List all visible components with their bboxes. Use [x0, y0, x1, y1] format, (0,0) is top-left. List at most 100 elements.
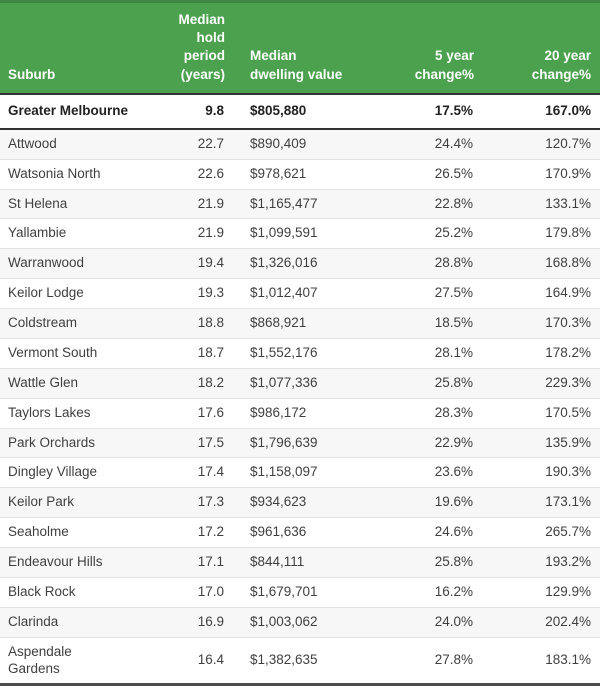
- change-20yr-cell: 168.8%: [545, 255, 591, 271]
- hold-period-cell: 16.9: [197, 613, 224, 629]
- hold-period-cell: 16.4: [197, 652, 224, 668]
- change-5yr-cell: 22.9%: [434, 434, 473, 450]
- change-20yr-cell: 202.4%: [545, 613, 591, 629]
- dwelling-value-cell: $1,158,097: [250, 464, 318, 480]
- change-5yr-cell: 22.8%: [434, 195, 473, 211]
- dwelling-value-cell: $978,621: [250, 165, 307, 181]
- dwelling-value-cell: $934,623: [250, 494, 307, 510]
- dwelling-value-cell: $844,111: [250, 554, 305, 569]
- change-5yr-cell: 25.8%: [434, 374, 473, 390]
- table-row: Endeavour Hills 17.1 $844,111 25.8% 193.2%: [0, 547, 600, 578]
- table-row: Park Orchards 17.5 $1,796,639 22.9% 135.9%: [0, 428, 600, 458]
- change-20yr-cell: 164.9%: [545, 285, 591, 301]
- dwelling-value-cell: $890,409: [250, 135, 307, 151]
- suburb-cell: Greater Melbourne: [8, 102, 129, 118]
- change-20yr-cell: 170.3%: [545, 315, 591, 330]
- change-20yr-cell: 178.2%: [545, 344, 591, 360]
- change-5yr-cell: 27.5%: [434, 285, 473, 301]
- change-20yr-cell: 133.1%: [545, 195, 591, 211]
- suburb-cell: Attwood: [8, 135, 57, 151]
- table-row: Aspendale Gardens 16.4 $1,382,635 27.8% 183.…: [0, 637, 600, 685]
- change-20yr-cell: 135.9%: [545, 434, 591, 450]
- change-20yr-cell: 229.3%: [545, 374, 591, 390]
- change-5yr-cell: 18.5%: [434, 315, 473, 330]
- hold-period-cell: 22.6: [197, 165, 224, 181]
- suburb-cell: Keilor Park: [8, 494, 75, 510]
- hold-period-cell: 17.4: [197, 464, 224, 480]
- table-row: Taylors Lakes 17.6 $986,172 28.3% 170.5%: [0, 398, 600, 428]
- summary-row-greater-melbourne: Greater Melbourne 9.8 $805,880 17.5% 167…: [0, 93, 600, 129]
- hold-period-cell: 9.8: [205, 102, 224, 118]
- table-header: Suburb Median hold period (years) Median…: [0, 0, 600, 94]
- change-20yr-cell: 179.8%: [545, 225, 591, 241]
- dwelling-value-cell: $1,099,591: [250, 225, 318, 241]
- change-5yr-cell: 16.2%: [434, 583, 473, 599]
- header-5-year-change: 5 year change%: [405, 0, 474, 94]
- dwelling-value-cell: $1,077,336: [250, 374, 318, 390]
- change-5yr-cell: 28.8%: [434, 255, 473, 271]
- change-5yr-cell: 25.2%: [434, 225, 473, 241]
- suburb-cell: Endeavour Hills: [8, 554, 103, 569]
- dwelling-value-cell: $986,172: [250, 404, 307, 420]
- header-20-year-change: 20 year change%: [474, 0, 600, 94]
- table-row: Dingley Village 17.4 $1,158,097 23.6% 190.3%: [0, 457, 600, 488]
- change-5yr-cell: 26.5%: [434, 165, 473, 181]
- dwelling-value-cell: $868,921: [250, 315, 307, 330]
- table-row: Vermont South 18.7 $1,552,176 28.1% 178.2%: [0, 338, 600, 368]
- suburb-cell: Warranwood: [8, 255, 85, 271]
- hold-period-cell: 21.9: [197, 195, 224, 211]
- hold-period-cell: 18.7: [197, 344, 224, 360]
- change-20yr-cell: 173.1%: [545, 494, 591, 510]
- suburb-cell: Watsonia North: [8, 165, 101, 181]
- suburb-cell: Aspendale Gardens: [8, 643, 72, 676]
- hold-period-cell: 17.2: [197, 524, 224, 540]
- change-20yr-cell: 265.7%: [545, 524, 591, 540]
- hold-period-cell: 17.0: [197, 583, 224, 599]
- table-row: Seaholme 17.2 $961,636 24.6% 265.7%: [0, 517, 600, 548]
- hold-period-cell: 18.8: [197, 315, 224, 330]
- header-median-dwelling-value: Median dwelling value: [225, 0, 405, 94]
- change-5yr-cell: 24.6%: [434, 524, 473, 540]
- suburb-cell: Seaholme: [8, 524, 69, 540]
- hold-period-cell: 17.6: [197, 404, 224, 420]
- header-row: Suburb Median hold period (years) Median…: [0, 0, 600, 94]
- change-20yr-cell: 120.7%: [545, 135, 591, 151]
- table-body: Greater Melbourne 9.8 $805,880 17.5% 167…: [0, 93, 600, 685]
- hold-period-cell: 22.7: [197, 135, 224, 151]
- hold-period-cell: 19.3: [197, 285, 224, 301]
- header-median-hold-period: Median hold period (years): [160, 0, 225, 94]
- table-row: Clarinda 16.9 $1,003,062 24.0% 202.4%: [0, 607, 600, 638]
- dwelling-value-cell: $1,003,062: [250, 613, 318, 629]
- change-20yr-cell: 170.5%: [545, 404, 591, 420]
- suburb-cell: Clarinda: [8, 613, 59, 629]
- dwelling-value-cell: $1,679,701: [250, 583, 318, 599]
- dwelling-value-cell: $1,165,477: [250, 195, 318, 211]
- table-row: Coldstream 18.8 $868,921 18.5% 170.3%: [0, 308, 600, 339]
- dwelling-value-cell: $1,326,016: [250, 255, 318, 271]
- table-row: Warranwood 19.4 $1,326,016 28.8% 168.8%: [0, 248, 600, 279]
- change-20yr-cell: 193.2%: [545, 554, 591, 569]
- change-20yr-cell: 170.9%: [545, 165, 591, 181]
- suburb-cell: Yallambie: [8, 225, 67, 241]
- suburb-cell: Black Rock: [8, 583, 76, 599]
- table-row: Yallambie 21.9 $1,099,591 25.2% 179.8%: [0, 218, 600, 249]
- table-row: Keilor Park 17.3 $934,623 19.6% 173.1%: [0, 487, 600, 518]
- change-20yr-cell: 129.9%: [545, 583, 591, 599]
- hold-period-cell: 21.9: [197, 225, 224, 241]
- change-20yr-cell: 167.0%: [545, 102, 591, 118]
- suburb-cell: Dingley Village: [8, 464, 98, 480]
- hold-period-cell: 19.4: [197, 255, 224, 271]
- change-5yr-cell: 28.3%: [434, 404, 473, 420]
- change-5yr-cell: 24.4%: [434, 135, 473, 151]
- hold-period-cell: 18.2: [197, 374, 224, 390]
- change-20yr-cell: 190.3%: [545, 464, 591, 480]
- change-20yr-cell: 183.1%: [545, 652, 591, 668]
- hold-period-cell: 17.1: [197, 554, 224, 569]
- suburb-cell: Park Orchards: [8, 434, 96, 450]
- change-5yr-cell: 28.1%: [434, 344, 473, 360]
- table-row: Watsonia North 22.6 $978,621 26.5% 170.9%: [0, 159, 600, 189]
- hold-period-cell: 17.5: [197, 434, 224, 450]
- change-5yr-cell: 27.8%: [434, 652, 473, 668]
- suburb-cell: Keilor Lodge: [8, 285, 84, 301]
